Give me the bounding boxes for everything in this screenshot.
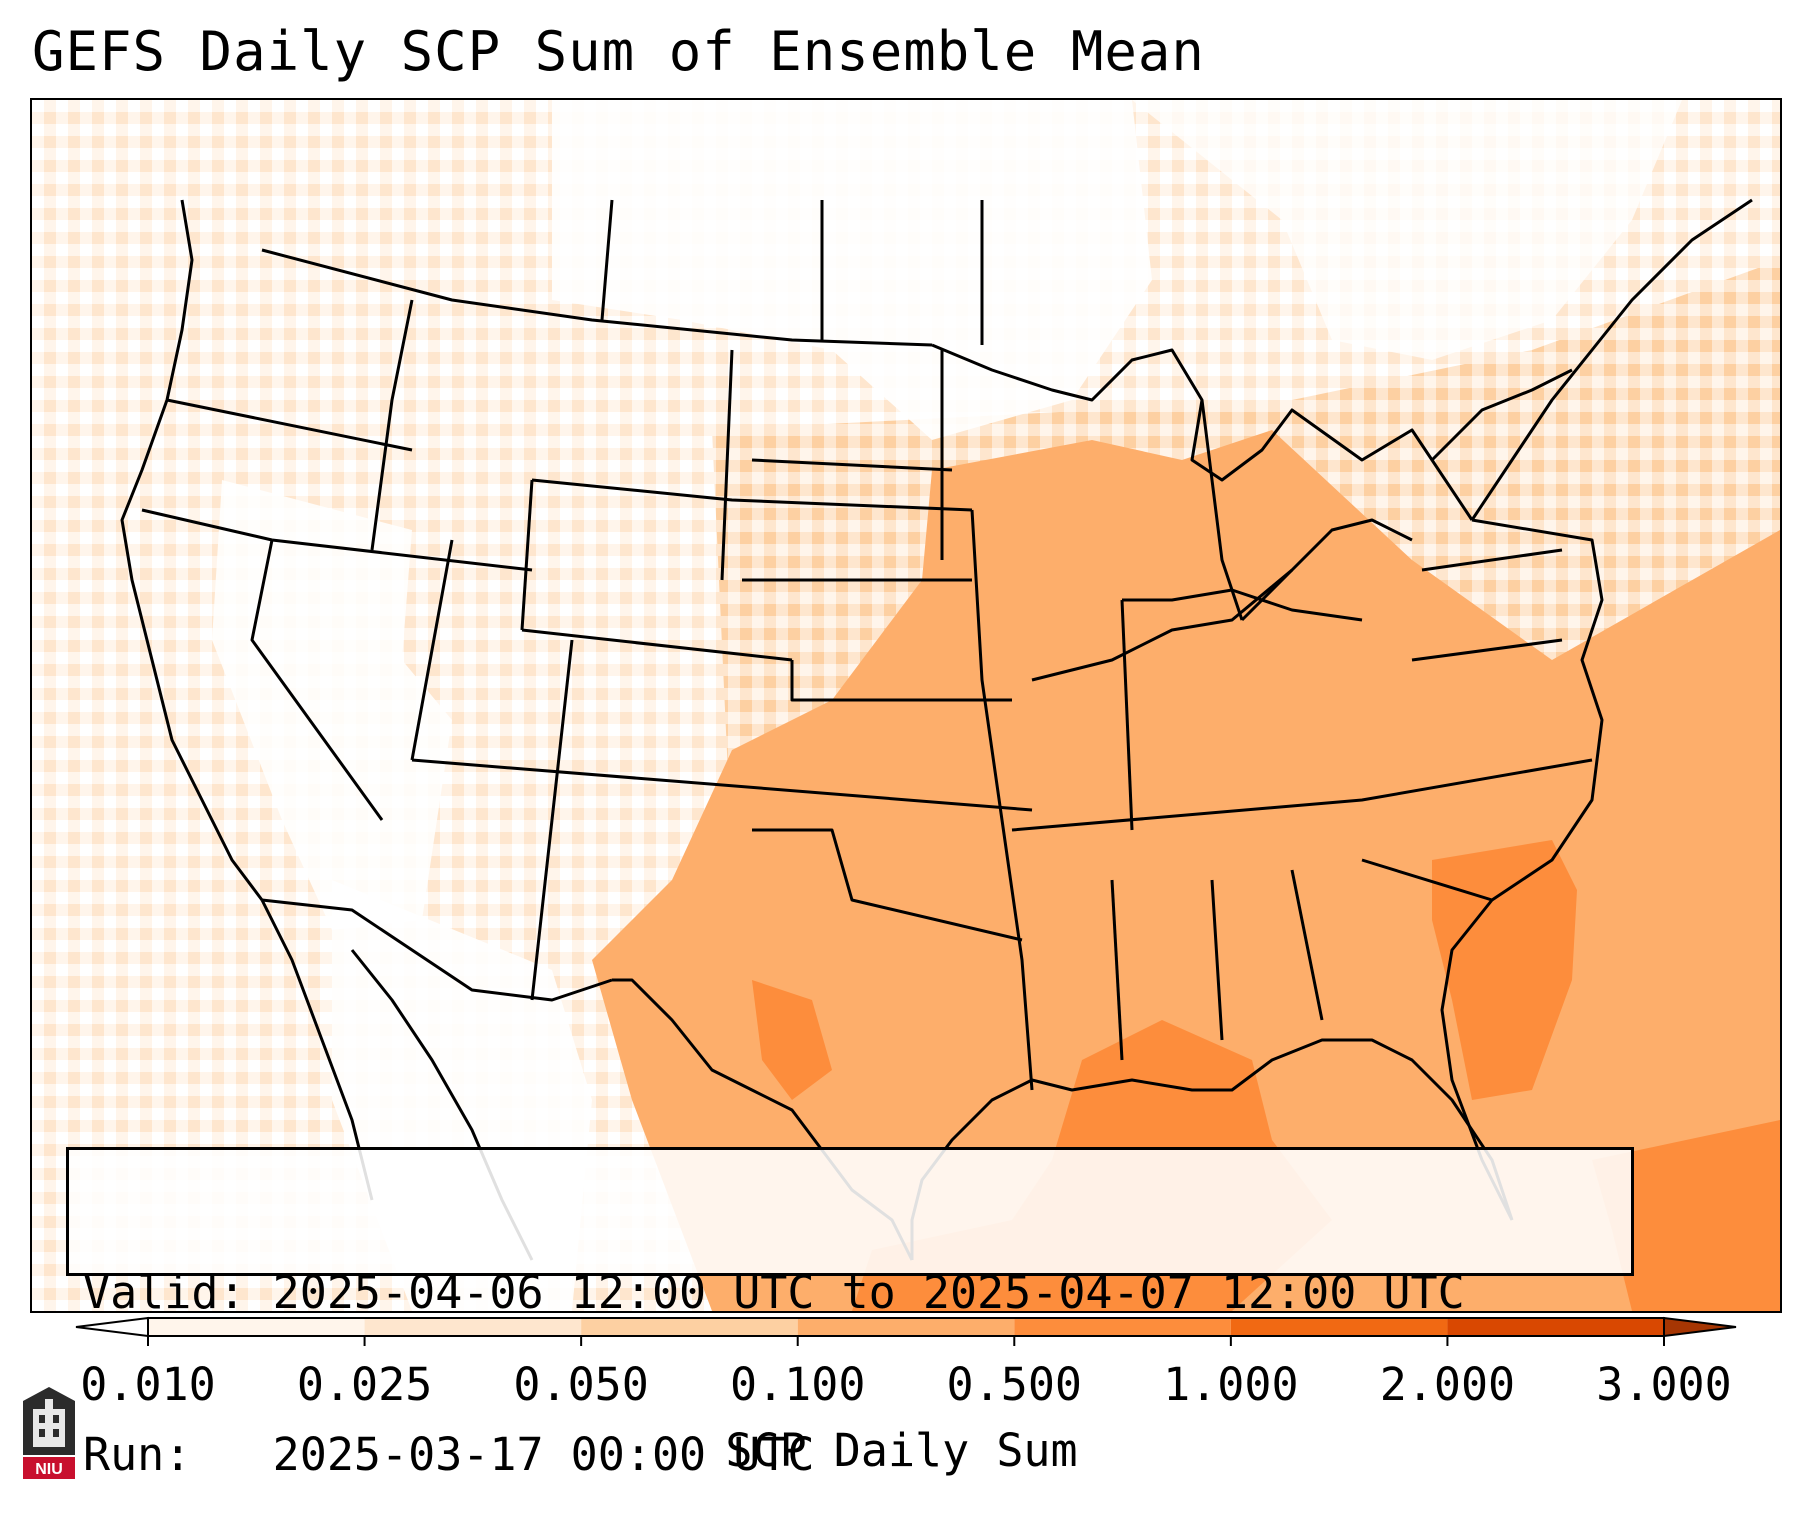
scp-map [32,100,1780,1311]
colorbar-tick-label: 3.000 [1596,1358,1732,1411]
colorbar-tick-label: 2.000 [1379,1358,1516,1411]
colorbar-tick-label: 0.100 [729,1358,866,1411]
map-title: GEFS Daily SCP Sum of Ensemble Mean [32,20,1205,83]
colorbar-tick-label: 0.010 [80,1358,216,1411]
colorbar-segment [1230,1318,1448,1336]
colorbar-segment [797,1318,1015,1336]
map-outlines [120,198,1753,1261]
colorbar-tick-label: 1.000 [1163,1358,1299,1411]
map-panel [30,98,1782,1313]
colorbar-tick-label: 0.500 [946,1358,1083,1411]
logo-text: NIU [35,1461,63,1478]
colorbar-segment [581,1318,798,1336]
colorbar-tick-label: 0.025 [296,1358,433,1411]
colorbar-label: SCP Daily Sum [725,1424,1078,1477]
colorbar-under-extension [75,1316,149,1338]
colorbar-segment [148,1318,365,1336]
run-time-line: Run: 2025-03-17 00:00 UTC [83,1428,815,1481]
colorbar-tick-label: 0.050 [513,1358,649,1411]
valid-time-line: Valid: 2025-04-06 12:00 UTC to 2025-04-0… [83,1266,1465,1319]
scp-shading [32,100,1780,1311]
colorbar-segments [75,1316,1737,1338]
valid-run-info-box: Valid: 2025-04-06 12:00 UTC to 2025-04-0… [66,1147,1634,1481]
colorbar-segment [364,1318,582,1336]
colorbar [75,1316,1737,1346]
colorbar-over-extension [1663,1316,1737,1338]
colorbar-outline [147,1317,1665,1337]
niu-logo-icon: NIU [23,1387,75,1479]
colorbar-ticks [147,1336,1665,1346]
colorbar-segment [1014,1318,1231,1336]
colorbar-segment [1447,1318,1664,1336]
